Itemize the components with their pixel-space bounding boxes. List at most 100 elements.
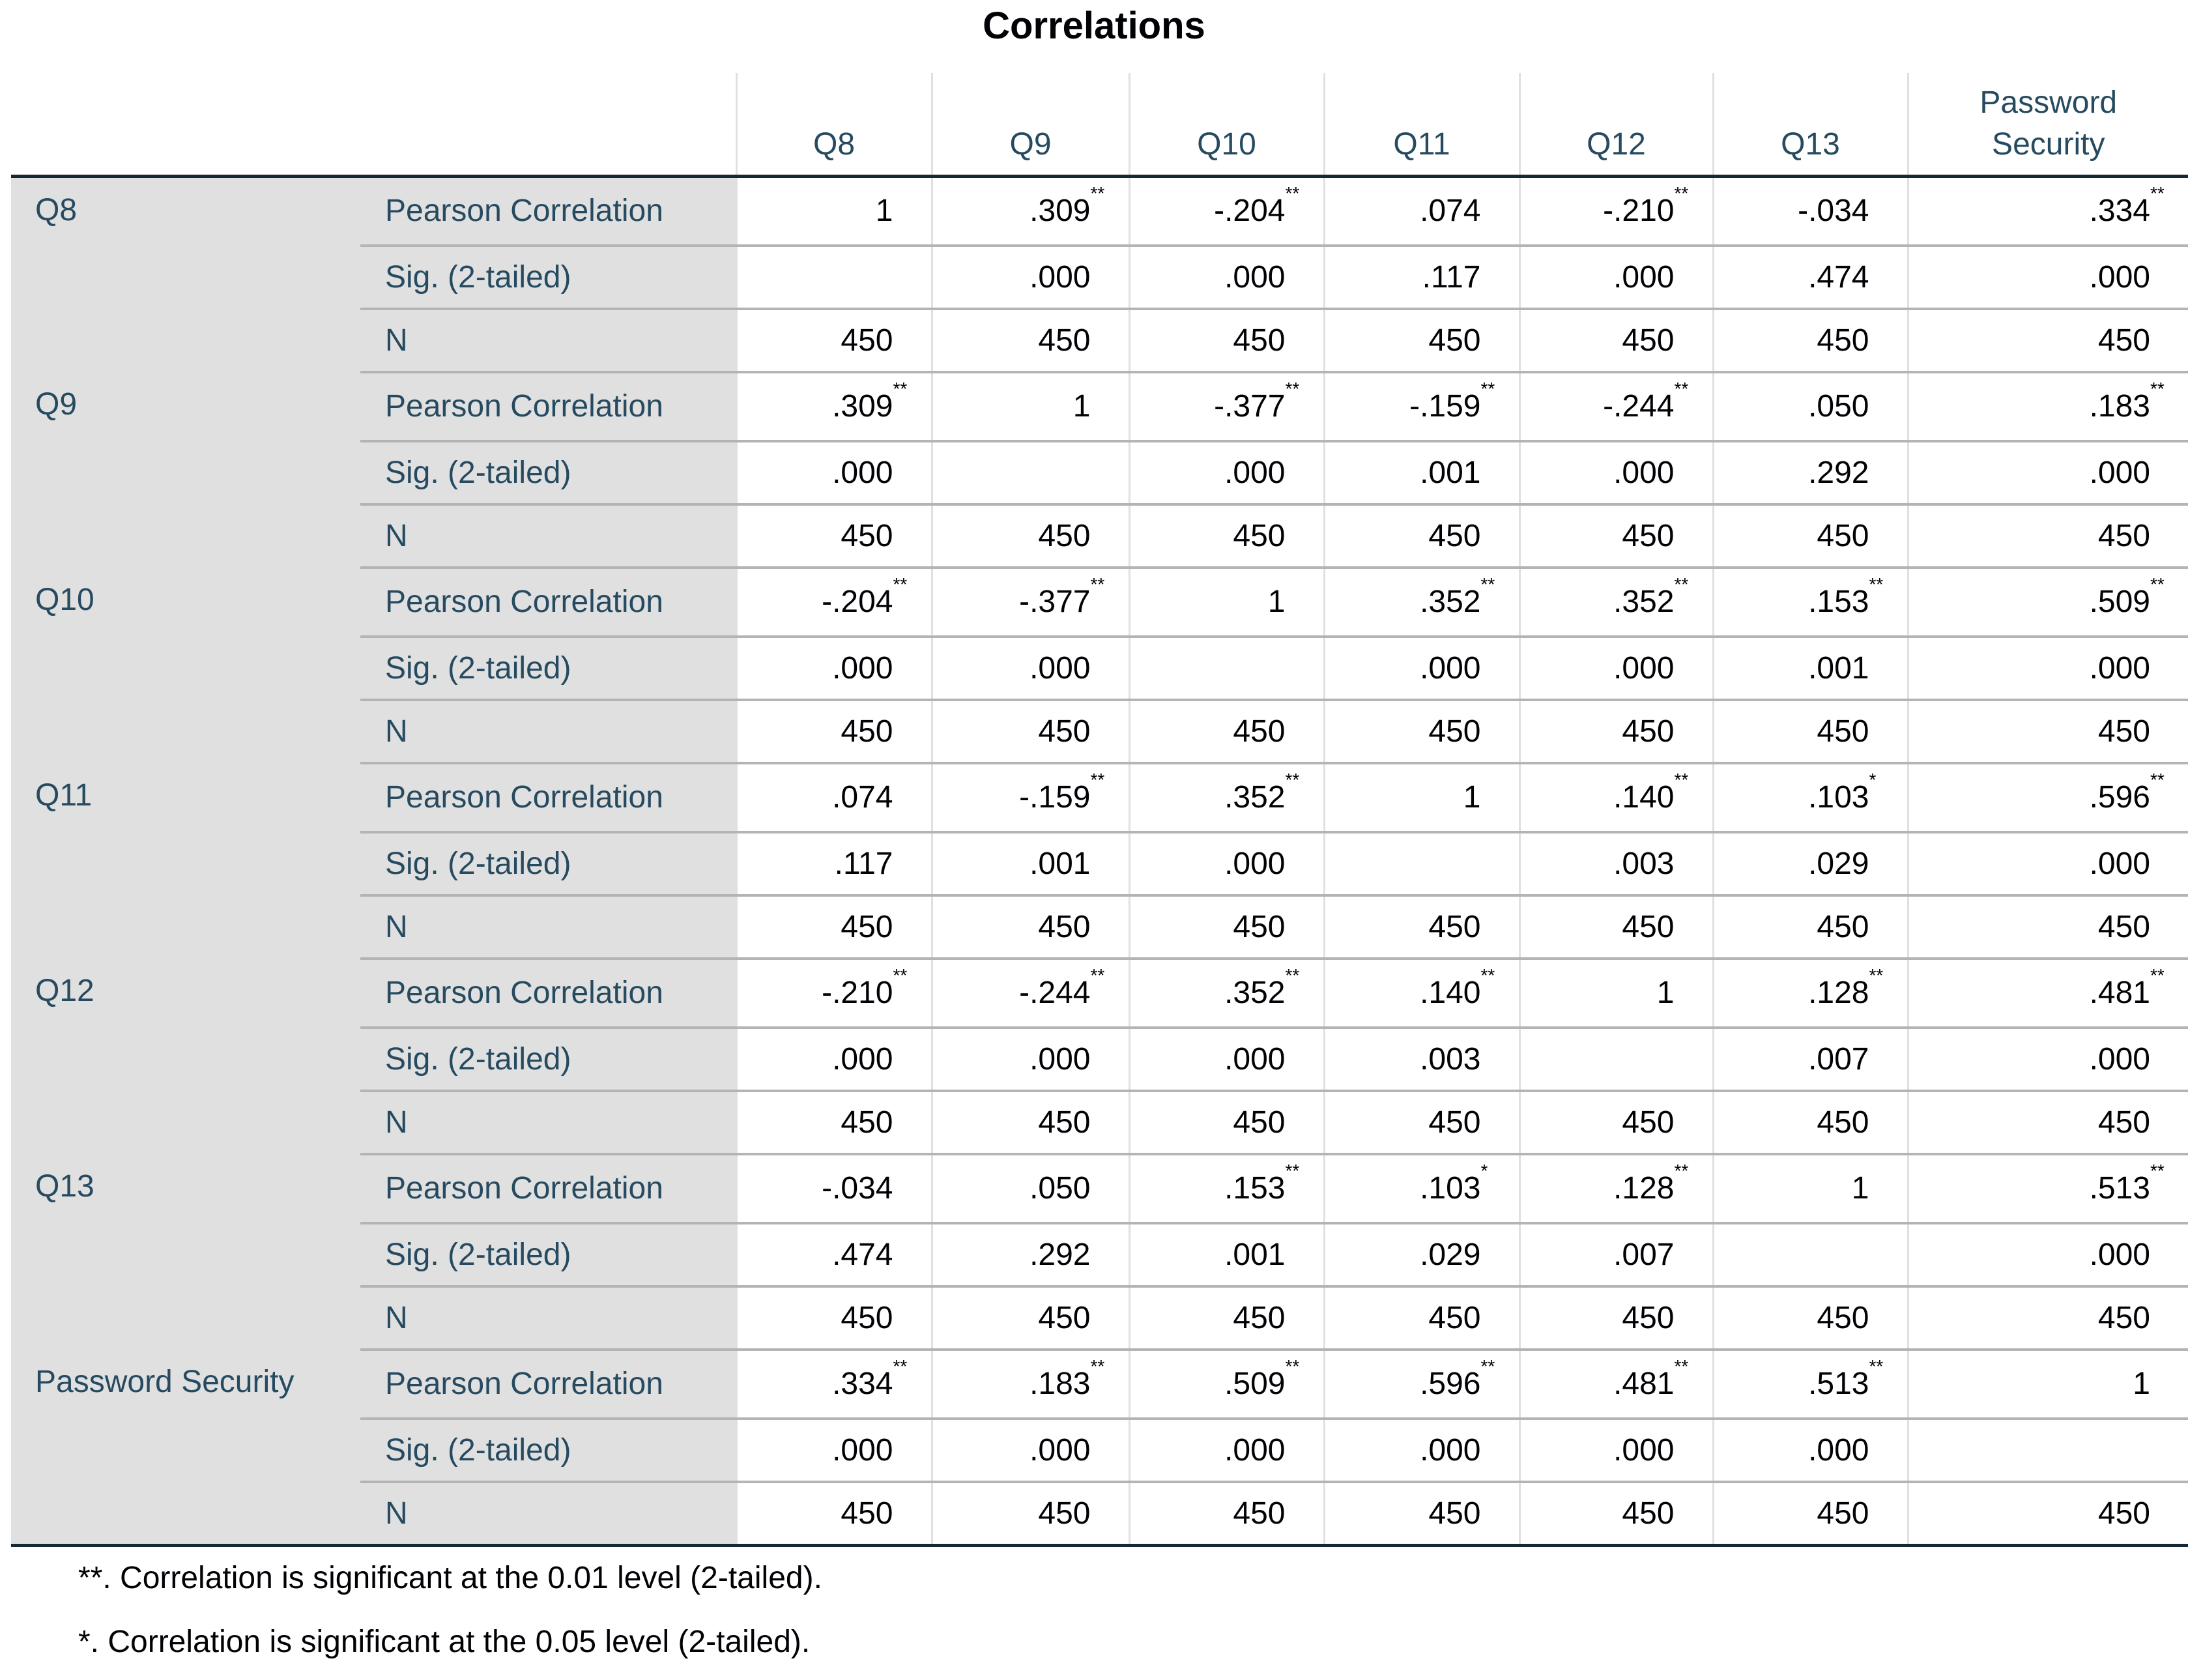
n-value: 450 xyxy=(1817,518,1869,553)
n-value: 450 xyxy=(2097,518,2150,553)
table-cell: .000 xyxy=(1128,246,1324,310)
table-cell: .128 ** xyxy=(1712,959,1908,1029)
statistic-label: Pearson Correlation xyxy=(360,763,736,833)
table-cell: -.210 ** xyxy=(735,959,932,1029)
value-text: .509 xyxy=(2089,585,2150,619)
correlation-value: -.244 ** xyxy=(1603,379,1688,425)
value-text: .183 xyxy=(2089,389,2150,424)
table-cell: 450 xyxy=(735,504,932,569)
table-row: Sig. (2-tailed) .117 .001 .000 .003 .029 .000 xyxy=(11,832,2188,897)
table-cell: 450 xyxy=(1518,1482,1713,1547)
n-value: 450 xyxy=(2097,1496,2150,1531)
table-cell: 450 xyxy=(735,895,932,960)
table-cell: 450 xyxy=(1323,1482,1519,1547)
row-group-label: Q11 xyxy=(11,763,360,959)
table-cell: 450 xyxy=(1907,1286,2188,1351)
table-cell: 450 xyxy=(1712,700,1908,764)
table-cell: .117 xyxy=(735,832,932,897)
table-cell: .001 xyxy=(1128,1223,1324,1288)
correlation-value: .309 ** xyxy=(832,379,907,425)
significance-mark: ** xyxy=(1285,1161,1300,1181)
table-cell: .000 xyxy=(1907,637,2188,701)
n-value: 450 xyxy=(1233,1496,1286,1531)
table-cell: .183 ** xyxy=(930,1350,1129,1420)
table-row: N 450 450 450 450 450 450 450 xyxy=(11,504,2188,569)
table-cell: .513 ** xyxy=(1907,1154,2188,1224)
column-header: Q13 xyxy=(1712,73,1908,178)
sig-value: .292 xyxy=(1808,455,1869,490)
table-cell: .481 ** xyxy=(1907,959,2188,1029)
value-text: 1 xyxy=(1267,585,1286,619)
sig-value: .007 xyxy=(1808,1041,1869,1077)
table-cell: .292 xyxy=(930,1223,1129,1288)
table-cell: 1 xyxy=(1712,1154,1908,1224)
table-cell: 450 xyxy=(1323,1286,1519,1351)
significance-mark: ** xyxy=(1674,574,1689,594)
correlation-value: .481 ** xyxy=(2090,966,2165,1011)
n-value: 450 xyxy=(1038,323,1091,358)
significance-mark: ** xyxy=(1674,770,1689,790)
n-value: 450 xyxy=(1622,1105,1675,1140)
sig-value: .001 xyxy=(1808,650,1869,686)
n-value: 450 xyxy=(841,518,893,553)
table-cell: .117 xyxy=(1323,246,1519,310)
table-cell: 450 xyxy=(930,1091,1129,1155)
table-cell: 450 xyxy=(1323,895,1519,960)
table-cell xyxy=(735,246,932,310)
sig-value: .000 xyxy=(832,650,893,686)
sig-value: .000 xyxy=(1029,1041,1091,1077)
n-value: 450 xyxy=(1233,1105,1286,1140)
table-cell: .000 xyxy=(1907,441,2188,506)
statistic-label: Sig. (2-tailed) xyxy=(360,832,736,897)
correlation-value: .140 ** xyxy=(1420,966,1495,1011)
table-cell: .000 xyxy=(1518,637,1713,701)
statistic-label: Sig. (2-tailed) xyxy=(360,1419,736,1483)
table-cell: 450 xyxy=(1712,1091,1908,1155)
table-cell: .481 ** xyxy=(1518,1350,1713,1420)
sig-value: .000 xyxy=(1613,455,1675,490)
correlation-value: 1 xyxy=(1657,975,1675,1011)
table-cell: .309 ** xyxy=(930,176,1129,247)
statistic-label: N xyxy=(360,309,736,373)
correlation-value: .513 ** xyxy=(2090,1161,2165,1207)
n-value: 450 xyxy=(1817,1300,1869,1335)
sig-value: .001 xyxy=(1029,846,1091,881)
correlation-value: .509 ** xyxy=(1224,1357,1299,1402)
value-text: .103 xyxy=(1808,780,1869,815)
table-cell: .352 ** xyxy=(1128,959,1324,1029)
footnote-005: *. Correlation is significant at the 0.0… xyxy=(78,1625,811,1659)
table-cell: .000 xyxy=(1128,1419,1324,1483)
table-row: Q12 Pearson Correlation -.210 ** -.244 ** .352… xyxy=(11,959,2188,1154)
table-cell: 450 xyxy=(1323,700,1519,764)
table-cell: 1 xyxy=(1128,568,1324,638)
value-text: .352 xyxy=(1224,780,1286,815)
value-text: .140 xyxy=(1613,780,1675,815)
statistic-label: N xyxy=(360,1482,736,1547)
correlation-value: .153 ** xyxy=(1808,575,1883,620)
statistic-label: Sig. (2-tailed) xyxy=(360,1223,736,1288)
significance-mark: ** xyxy=(1674,1356,1689,1376)
sig-value: .000 xyxy=(1613,259,1675,295)
correlation-value: -.210 ** xyxy=(1603,184,1688,229)
n-value: 450 xyxy=(1428,714,1481,749)
value-text: -.244 xyxy=(1019,976,1091,1010)
table-cell: 450 xyxy=(1907,700,2188,764)
significance-mark: ** xyxy=(1674,183,1689,203)
table-cell: 450 xyxy=(735,1482,932,1547)
significance-mark: ** xyxy=(1480,1356,1495,1376)
table-cell: 450 xyxy=(735,1286,932,1351)
statistic-label: Pearson Correlation xyxy=(360,959,736,1029)
table-cell: .000 xyxy=(1712,1419,1908,1483)
table-cell: .000 xyxy=(930,1419,1129,1483)
sig-value: .000 xyxy=(1029,650,1091,686)
correlation-value: .103 * xyxy=(1808,770,1876,816)
correlation-value: -.244 ** xyxy=(1019,966,1104,1011)
value-text: .509 xyxy=(1224,1367,1286,1401)
significance-mark: ** xyxy=(1869,965,1884,985)
n-value: 450 xyxy=(1038,1496,1091,1531)
table-cell: 450 xyxy=(1128,504,1324,569)
value-text: -.210 xyxy=(822,976,893,1010)
table-cell: .029 xyxy=(1712,832,1908,897)
n-value: 450 xyxy=(1233,1300,1286,1335)
table-cell: .000 xyxy=(735,1419,932,1483)
